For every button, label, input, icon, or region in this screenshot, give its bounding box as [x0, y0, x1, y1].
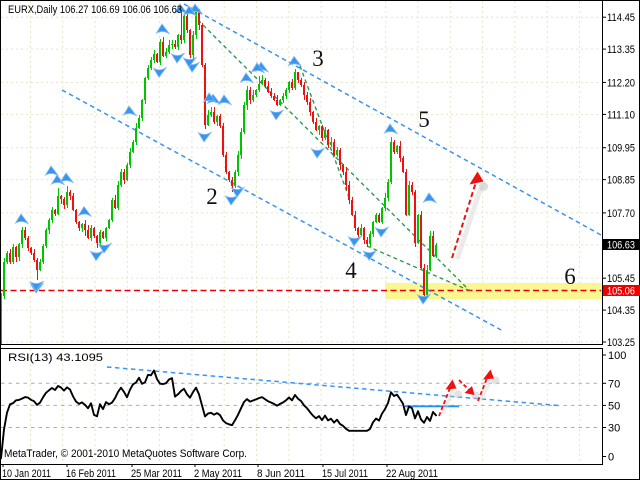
svg-text:0: 0 — [608, 452, 614, 464]
svg-text:106.63: 106.63 — [607, 240, 635, 252]
svg-text:EURX,Daily 106.27 106.69 106.: EURX,Daily 106.27 106.69 106.06 106.63 — [8, 4, 182, 16]
svg-text:114.45: 114.45 — [607, 12, 635, 24]
svg-text:2: 2 — [206, 184, 218, 209]
svg-text:108.85: 108.85 — [607, 175, 635, 187]
svg-text:8 Jun 2011: 8 Jun 2011 — [257, 468, 305, 480]
svg-text:6: 6 — [564, 264, 576, 289]
svg-text:22 Aug 2011: 22 Aug 2011 — [386, 468, 438, 480]
svg-text:2 May 2011: 2 May 2011 — [194, 468, 242, 480]
svg-text:10 Jan 2011: 10 Jan 2011 — [2, 468, 51, 480]
svg-text:105.06: 105.06 — [607, 286, 635, 298]
svg-text:30: 30 — [608, 423, 620, 435]
svg-text:70: 70 — [608, 378, 620, 390]
svg-text:107.70: 107.70 — [607, 208, 635, 220]
svg-text:RSI(13) 43.1095: RSI(13) 43.1095 — [8, 352, 103, 364]
svg-text:MetaTrader, © 2001-2010 MetaQu: MetaTrader, © 2001-2010 MetaQuotes Softw… — [4, 448, 247, 460]
svg-text:50: 50 — [608, 400, 620, 412]
svg-text:111.10: 111.10 — [607, 109, 635, 121]
svg-text:15 Jul 2011: 15 Jul 2011 — [322, 468, 368, 480]
svg-text:16 Feb 2011: 16 Feb 2011 — [66, 468, 116, 480]
svg-text:103.25: 103.25 — [607, 337, 635, 349]
svg-text:113.35: 113.35 — [607, 44, 635, 56]
svg-text:112.20: 112.20 — [607, 77, 635, 89]
svg-text:4: 4 — [345, 258, 357, 283]
svg-text:105.45: 105.45 — [607, 273, 635, 285]
svg-text:100: 100 — [608, 350, 626, 362]
svg-text:5: 5 — [418, 107, 430, 132]
svg-text:3: 3 — [312, 46, 324, 71]
svg-text:109.95: 109.95 — [607, 143, 635, 155]
svg-text:25 Mar 2011: 25 Mar 2011 — [131, 468, 182, 480]
svg-text:104.35: 104.35 — [607, 305, 635, 317]
